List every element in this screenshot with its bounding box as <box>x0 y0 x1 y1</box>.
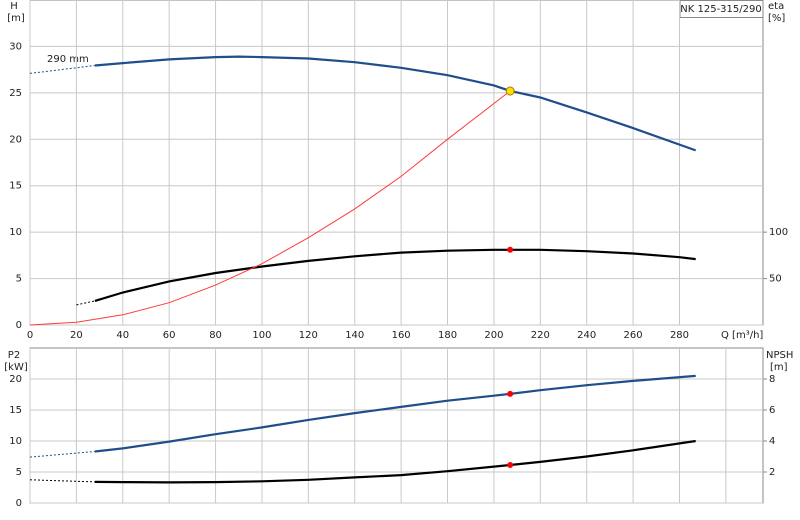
x-tick-label: 80 <box>209 330 222 341</box>
annotation: 290 mm <box>47 54 89 65</box>
y2-tick-label: 2 <box>769 467 775 478</box>
series-line <box>29 451 95 458</box>
y2-axis-label: NPSH <box>766 350 793 361</box>
series-line <box>94 248 696 302</box>
y-axis-unit: [m] <box>7 13 25 24</box>
x-tick-label: 60 <box>163 330 176 341</box>
y-tick-label: 5 <box>16 467 22 478</box>
y-tick-label: 10 <box>9 436 22 447</box>
y-axis-label: P2 <box>8 350 20 361</box>
chart-title: NK 125-315/290 <box>680 4 761 15</box>
x-tick-label: 240 <box>577 330 596 341</box>
x-tick-label: 0 <box>27 330 33 341</box>
series-line <box>29 65 95 74</box>
x-tick-label: 120 <box>299 330 318 341</box>
x-tick-label: 160 <box>392 330 411 341</box>
y-tick-label: 0 <box>16 320 22 331</box>
operating-point <box>507 462 514 469</box>
x-tick-label: 180 <box>438 330 457 341</box>
y2-tick-label: 4 <box>769 436 775 447</box>
y2-tick-label: 6 <box>769 405 775 416</box>
x-tick-label: 200 <box>484 330 503 341</box>
operating-point <box>505 86 515 96</box>
y-tick-label: 15 <box>9 181 22 192</box>
y2-tick-label: 8 <box>769 374 775 385</box>
y2-tick-label: 50 <box>769 274 782 285</box>
series-line <box>76 300 96 306</box>
y-tick-label: 10 <box>9 227 22 238</box>
x-tick-label: 260 <box>624 330 643 341</box>
x-tick-label: 40 <box>116 330 129 341</box>
operating-point <box>507 390 514 397</box>
y2-axis-unit: [%] <box>768 13 785 24</box>
y-tick-label: 0 <box>16 498 22 509</box>
series-line <box>29 90 511 326</box>
y2-axis-unit: [m] <box>770 362 788 373</box>
series-line <box>94 55 697 152</box>
y-tick-label: 5 <box>16 274 22 285</box>
y-tick-label: 30 <box>9 41 22 52</box>
x-tick-label: 280 <box>670 330 689 341</box>
y2-axis-label: eta <box>768 1 784 12</box>
x-tick-label: 100 <box>252 330 271 341</box>
y-tick-label: 20 <box>9 134 22 145</box>
operating-point <box>507 246 514 253</box>
y-axis-unit: [kW] <box>4 362 28 373</box>
x-axis-label: Q [m³/h] <box>721 330 763 341</box>
series-line <box>29 479 95 483</box>
series-line <box>94 374 696 453</box>
x-tick-label: 140 <box>345 330 364 341</box>
x-tick-label: 20 <box>70 330 83 341</box>
y2-tick-label: 100 <box>769 227 788 238</box>
y-tick-label: 15 <box>9 405 22 416</box>
x-tick-label: 220 <box>531 330 550 341</box>
y-axis-label: H <box>10 1 18 12</box>
y-tick-label: 20 <box>9 374 22 385</box>
series-line <box>94 439 696 484</box>
y-tick-label: 25 <box>9 88 22 99</box>
